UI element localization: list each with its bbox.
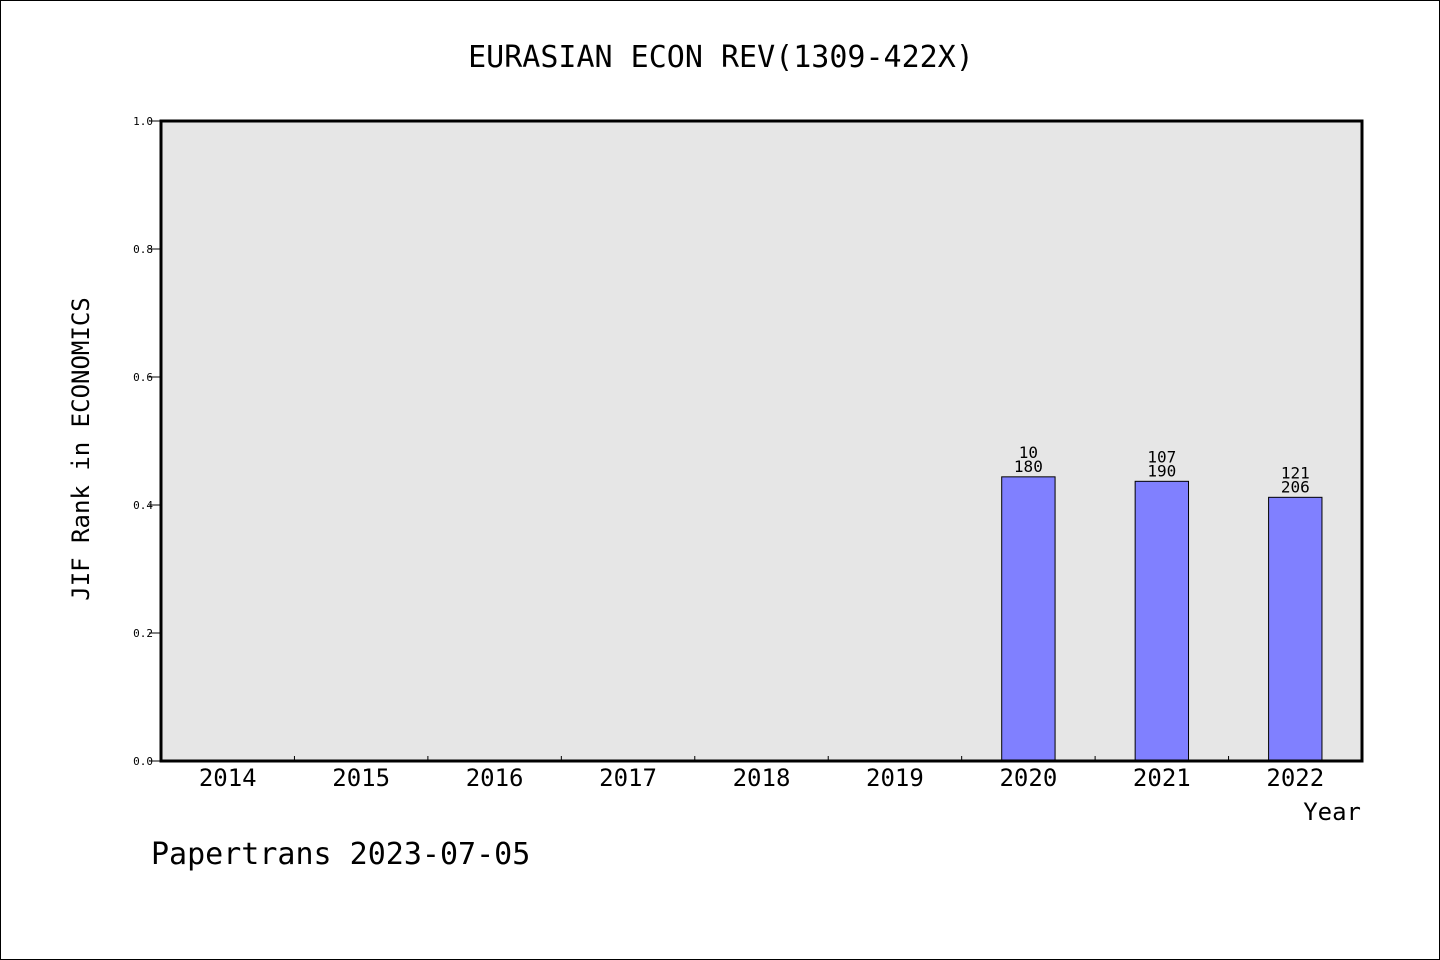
x-tick-label-2015: 2015 xyxy=(332,764,390,792)
x-tick-label-2018: 2018 xyxy=(733,764,791,792)
bar-label-total-2021: 190 xyxy=(1147,461,1176,480)
y-tick-label-4: 0.8 xyxy=(133,243,153,256)
bar-series xyxy=(1001,476,1323,762)
y-axis: 0.0 0.2 0.4 0.6 0.8 1.0 xyxy=(133,115,161,768)
x-axis-label: Year xyxy=(1303,798,1361,826)
x-tick-label-2016: 2016 xyxy=(466,764,524,792)
x-tick-label-2021: 2021 xyxy=(1133,764,1191,792)
y-axis-label: JIF Rank in ECONOMICS xyxy=(67,297,95,600)
y-tick-label-1: 0.2 xyxy=(133,627,153,640)
bar-2022 xyxy=(1268,496,1323,762)
x-tick-label-2014: 2014 xyxy=(199,764,257,792)
bar-label-total-2022: 206 xyxy=(1281,477,1310,496)
y-tick-label-2: 0.4 xyxy=(133,499,153,512)
footer-credit: Papertrans 2023-07-05 xyxy=(151,837,530,872)
x-tick-label-2020: 2020 xyxy=(999,764,1057,792)
bar-2021 xyxy=(1134,480,1190,762)
y-tick-label-3: 0.6 xyxy=(133,371,153,384)
bar-label-rank-2022: 121 xyxy=(1281,463,1310,482)
x-tick-label-2017: 2017 xyxy=(599,764,657,792)
y-tick-label-0: 0.0 xyxy=(133,755,153,768)
bar-2020 xyxy=(1001,476,1056,762)
y-tick-label-5: 1.0 xyxy=(133,115,153,128)
plot-border xyxy=(159,119,1364,763)
x-tick-label-2022: 2022 xyxy=(1266,764,1324,792)
bar-label-total-2020: 180 xyxy=(1014,457,1043,476)
bar-label-rank-2020: 10 xyxy=(1019,443,1038,462)
x-axis: 2014 2015 2016 2017 2018 2019 2020 2021 2022 xyxy=(199,756,1324,792)
chart-title: EURASIAN ECON REV(1309-422X) xyxy=(468,40,974,75)
bar-label-rank-2021: 107 xyxy=(1147,447,1176,466)
x-tick-label-2019: 2019 xyxy=(866,764,924,792)
